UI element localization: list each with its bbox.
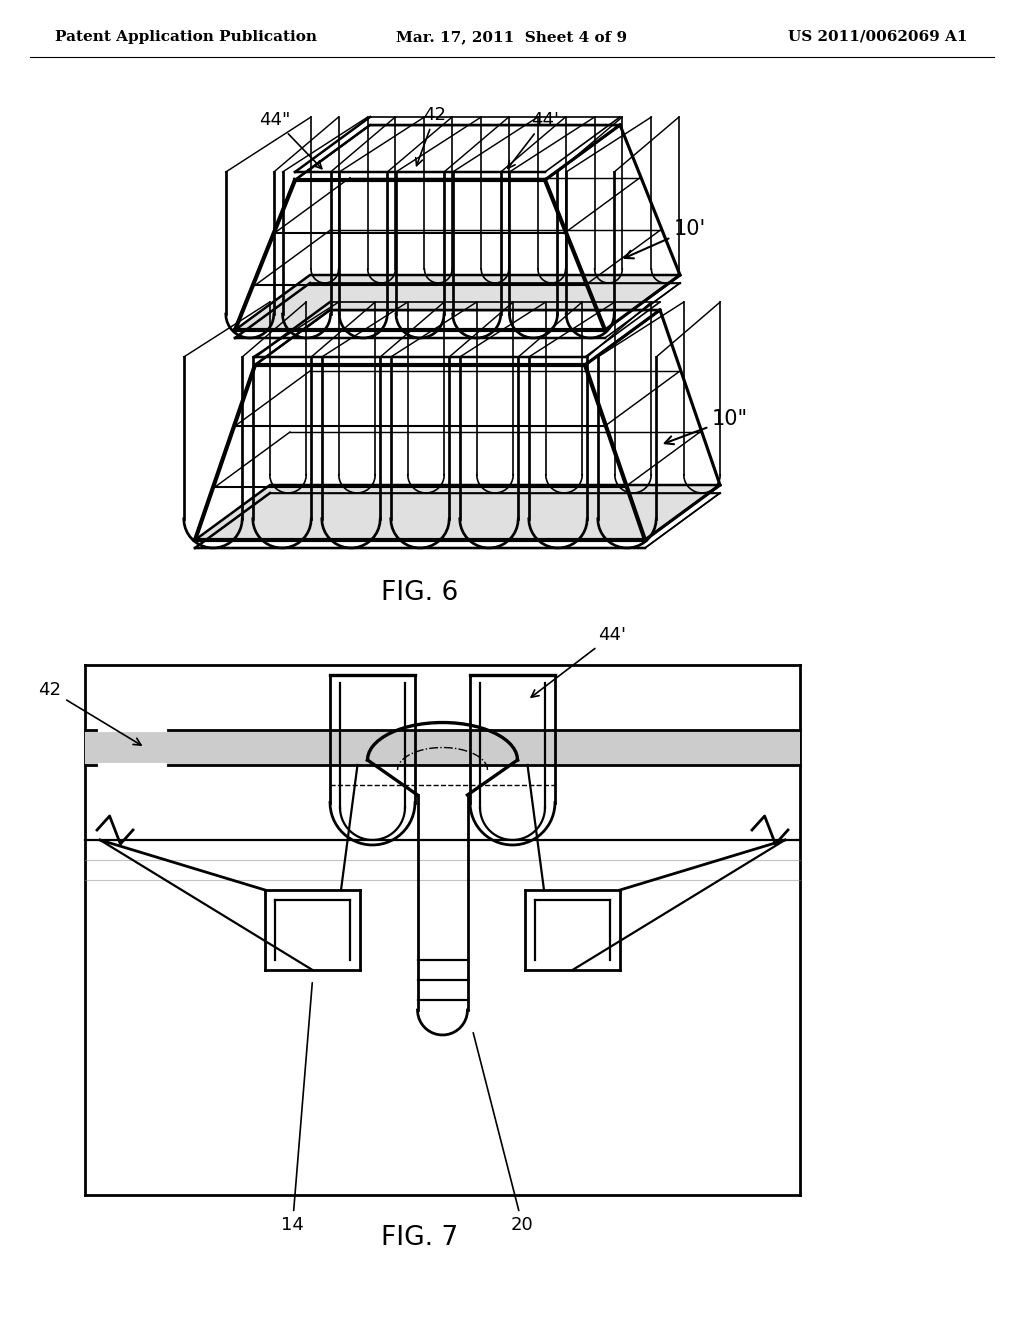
Polygon shape	[234, 275, 680, 330]
Text: Mar. 17, 2011  Sheet 4 of 9: Mar. 17, 2011 Sheet 4 of 9	[396, 30, 628, 44]
Text: 44': 44'	[531, 626, 627, 697]
Text: FIG. 7: FIG. 7	[381, 1225, 459, 1251]
Text: 20: 20	[473, 1032, 534, 1234]
Text: 42: 42	[416, 106, 446, 165]
Text: 14: 14	[281, 983, 312, 1234]
Text: 10": 10"	[665, 409, 749, 445]
Text: 42: 42	[39, 681, 141, 744]
Text: US 2011/0062069 A1: US 2011/0062069 A1	[788, 30, 968, 44]
Text: 10': 10'	[625, 219, 707, 259]
Text: Patent Application Publication: Patent Application Publication	[55, 30, 317, 44]
Text: 44": 44"	[259, 111, 322, 169]
Text: FIG. 6: FIG. 6	[381, 579, 459, 606]
Polygon shape	[195, 484, 720, 540]
Text: 44': 44'	[508, 111, 559, 169]
Polygon shape	[295, 125, 620, 180]
Polygon shape	[255, 310, 660, 366]
